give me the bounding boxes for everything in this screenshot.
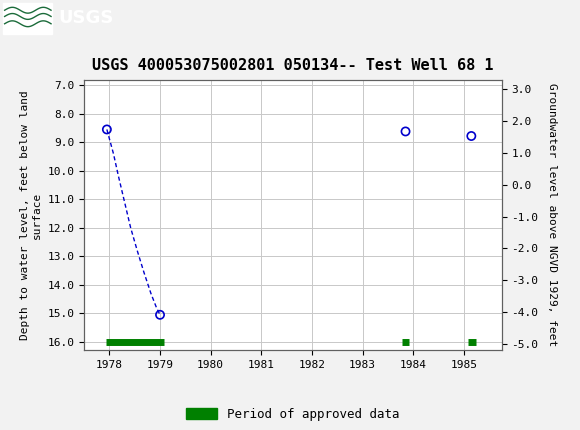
Legend: Period of approved data: Period of approved data [181, 403, 405, 426]
Text: USGS: USGS [58, 9, 113, 27]
Y-axis label: Depth to water level, feet below land
surface: Depth to water level, feet below land su… [20, 90, 42, 340]
Point [467, 132, 476, 139]
Point [155, 311, 165, 318]
Title: USGS 400053075002801 050134-- Test Well 68 1: USGS 400053075002801 050134-- Test Well … [92, 58, 494, 73]
Point [401, 128, 410, 135]
Point [102, 126, 111, 133]
Bar [3, 3, 52, 34]
Y-axis label: Groundwater level above NGVD 1929, feet: Groundwater level above NGVD 1929, feet [547, 83, 557, 347]
